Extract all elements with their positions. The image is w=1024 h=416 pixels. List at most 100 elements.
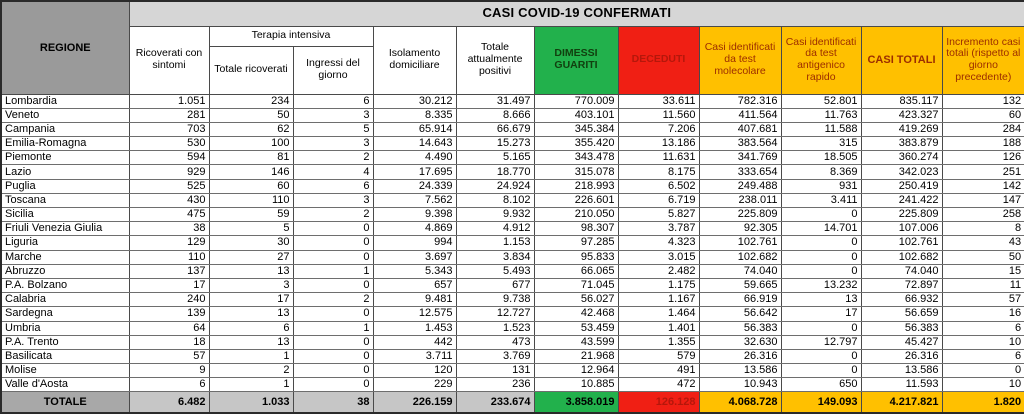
cell-deceduti: 6.719 — [617, 192, 700, 209]
cell-casi-totali: 250.419 — [860, 178, 943, 194]
cell-terapia-intensiva-ingressi: 6 — [292, 178, 374, 194]
cell-ricoverati-con-sintomi: 1.051 — [128, 93, 210, 109]
cell-casi-test-molecolare: 59.665 — [698, 277, 782, 294]
cell-terapia-intensiva-ingressi: 2 — [292, 292, 374, 308]
cell-totale-attualmente-positivi: 8.102 — [455, 192, 535, 209]
table-row: Toscana 430 110 3 7.562 8.102 226.601 6.719 238.… — [0, 192, 1024, 209]
cell-casi-test-molecolare: 74.040 — [698, 263, 782, 279]
cell-terapia-intensiva-totale: 30 — [208, 235, 294, 251]
totale-ricoverati-con-sintomi: 6.482 — [128, 391, 210, 414]
cell-terapia-intensiva-totale: 59 — [208, 206, 294, 223]
cell-incremento-casi-totali: 10 — [941, 334, 1024, 350]
table-row: Marche 110 27 0 3.697 3.834 95.833 3.015 102.682… — [0, 249, 1024, 265]
cell-casi-test-molecolare: 26.316 — [698, 348, 782, 365]
cell-dimessi-guariti: 66.065 — [533, 263, 619, 279]
table-title: CASI COVID-19 CONFERMATI — [128, 0, 1024, 27]
table-row: Lazio 929 146 4 17.695 18.770 315.078 8.175 333.… — [0, 164, 1024, 180]
cell-isolamento-domiciliare: 3.697 — [372, 249, 457, 265]
cell-terapia-intensiva-ingressi: 1 — [292, 320, 374, 336]
totale-casi-test-molecolare: 4.068.728 — [698, 391, 782, 414]
cell-isolamento-domiciliare: 994 — [372, 235, 457, 251]
header-dimessi-guariti: DIMESSI GUARITI — [533, 25, 619, 95]
cell-casi-test-antigenico: 11.763 — [780, 107, 862, 123]
cell-isolamento-domiciliare: 5.343 — [372, 263, 457, 279]
cell-ricoverati-con-sintomi: 475 — [128, 206, 210, 223]
cell-deceduti: 1.464 — [617, 306, 700, 322]
table-body: Lombardia 1.051 234 6 30.212 31.497 770.009 33.… — [0, 93, 1024, 393]
cell-terapia-intensiva-ingressi: 0 — [292, 348, 374, 365]
cell-isolamento-domiciliare: 4.869 — [372, 221, 457, 237]
region-name: Piemonte — [0, 150, 130, 166]
cell-ricoverati-con-sintomi: 110 — [128, 249, 210, 265]
cell-totale-attualmente-positivi: 66.679 — [455, 121, 535, 138]
cell-casi-test-molecolare: 341.769 — [698, 150, 782, 166]
cell-dimessi-guariti: 43.599 — [533, 334, 619, 350]
cell-deceduti: 13.186 — [617, 136, 700, 152]
cell-ricoverati-con-sintomi: 240 — [128, 292, 210, 308]
cell-casi-totali: 241.422 — [860, 192, 943, 209]
cell-dimessi-guariti: 315.078 — [533, 164, 619, 180]
table-row: Emilia-Romagna 530 100 3 14.643 15.273 355.420… — [0, 136, 1024, 152]
cell-dimessi-guariti: 97.285 — [533, 235, 619, 251]
cell-casi-test-antigenico: 0 — [780, 263, 862, 279]
cell-casi-totali: 102.761 — [860, 235, 943, 251]
cell-casi-test-antigenico: 52.801 — [780, 93, 862, 109]
cell-ricoverati-con-sintomi: 281 — [128, 107, 210, 123]
cell-incremento-casi-totali: 57 — [941, 292, 1024, 308]
cell-dimessi-guariti: 42.468 — [533, 306, 619, 322]
table-row: Friuli Venezia Giulia 38 5 0 4.869 4.912 98.30… — [0, 221, 1024, 237]
cell-totale-attualmente-positivi: 9.932 — [455, 206, 535, 223]
table-row: Sardegna 139 13 0 12.575 12.727 42.468 1.464 56.… — [0, 306, 1024, 322]
cell-deceduti: 3.015 — [617, 249, 700, 265]
cell-casi-totali: 56.659 — [860, 306, 943, 322]
cell-casi-totali: 45.427 — [860, 334, 943, 350]
cell-incremento-casi-totali: 6 — [941, 348, 1024, 365]
cell-terapia-intensiva-ingressi: 2 — [292, 150, 374, 166]
cell-isolamento-domiciliare: 65.914 — [372, 121, 457, 138]
cell-incremento-casi-totali: 132 — [941, 93, 1024, 109]
cell-terapia-intensiva-totale: 13 — [208, 263, 294, 279]
cell-totale-attualmente-positivi: 9.738 — [455, 292, 535, 308]
cell-dimessi-guariti: 770.009 — [533, 93, 619, 109]
header-regione: REGIONE — [0, 0, 130, 95]
cell-terapia-intensiva-totale: 100 — [208, 136, 294, 152]
header-ricoverati-con-sintomi: Ricoverati con sintomi — [128, 25, 210, 95]
cell-ricoverati-con-sintomi: 17 — [128, 277, 210, 294]
cell-terapia-intensiva-ingressi: 6 — [292, 93, 374, 109]
totale-totale-attualmente-positivi: 233.674 — [455, 391, 535, 414]
cell-casi-test-molecolare: 238.011 — [698, 192, 782, 209]
region-name: Puglia — [0, 178, 130, 194]
cell-totale-attualmente-positivi: 5.165 — [455, 150, 535, 166]
cell-isolamento-domiciliare: 229 — [372, 377, 457, 393]
cell-casi-test-antigenico: 11.588 — [780, 121, 862, 138]
cell-totale-attualmente-positivi: 677 — [455, 277, 535, 294]
cell-deceduti: 11.631 — [617, 150, 700, 166]
header-incremento-casi-totali: Incremento casi totali (rispetto al gior… — [941, 25, 1024, 95]
cell-dimessi-guariti: 71.045 — [533, 277, 619, 294]
cell-ricoverati-con-sintomi: 64 — [128, 320, 210, 336]
cell-casi-test-antigenico: 18.505 — [780, 150, 862, 166]
table-row: P.A. Trento 18 13 0 442 473 43.599 1.355 32.630 1… — [0, 334, 1024, 350]
cell-casi-test-antigenico: 0 — [780, 348, 862, 365]
cell-casi-totali: 225.809 — [860, 206, 943, 223]
cell-terapia-intensiva-totale: 13 — [208, 334, 294, 350]
totale-incremento-casi-totali: 1.820 — [941, 391, 1024, 414]
cell-casi-test-antigenico: 17 — [780, 306, 862, 322]
region-name: Veneto — [0, 107, 130, 123]
cell-casi-test-antigenico: 315 — [780, 136, 862, 152]
table-row: Abruzzo 137 13 1 5.343 5.493 66.065 2.482 74.040… — [0, 263, 1024, 279]
cell-deceduti: 1.175 — [617, 277, 700, 294]
cell-isolamento-domiciliare: 120 — [372, 363, 457, 379]
cell-casi-test-antigenico: 0 — [780, 363, 862, 379]
cell-terapia-intensiva-ingressi: 0 — [292, 221, 374, 237]
header-totale-ricoverati: Totale ricoverati — [208, 45, 294, 95]
cell-casi-totali: 56.383 — [860, 320, 943, 336]
totale-row: TOTALE 6.482 1.033 38 226.159 233.674 3.858.0… — [0, 391, 1024, 414]
cell-terapia-intensiva-totale: 60 — [208, 178, 294, 194]
cell-casi-test-molecolare: 411.564 — [698, 107, 782, 123]
cell-deceduti: 579 — [617, 348, 700, 365]
table-row: Liguria 129 30 0 994 1.153 97.285 4.323 102.761 0… — [0, 235, 1024, 251]
cell-terapia-intensiva-ingressi: 3 — [292, 107, 374, 123]
region-name: Marche — [0, 249, 130, 265]
